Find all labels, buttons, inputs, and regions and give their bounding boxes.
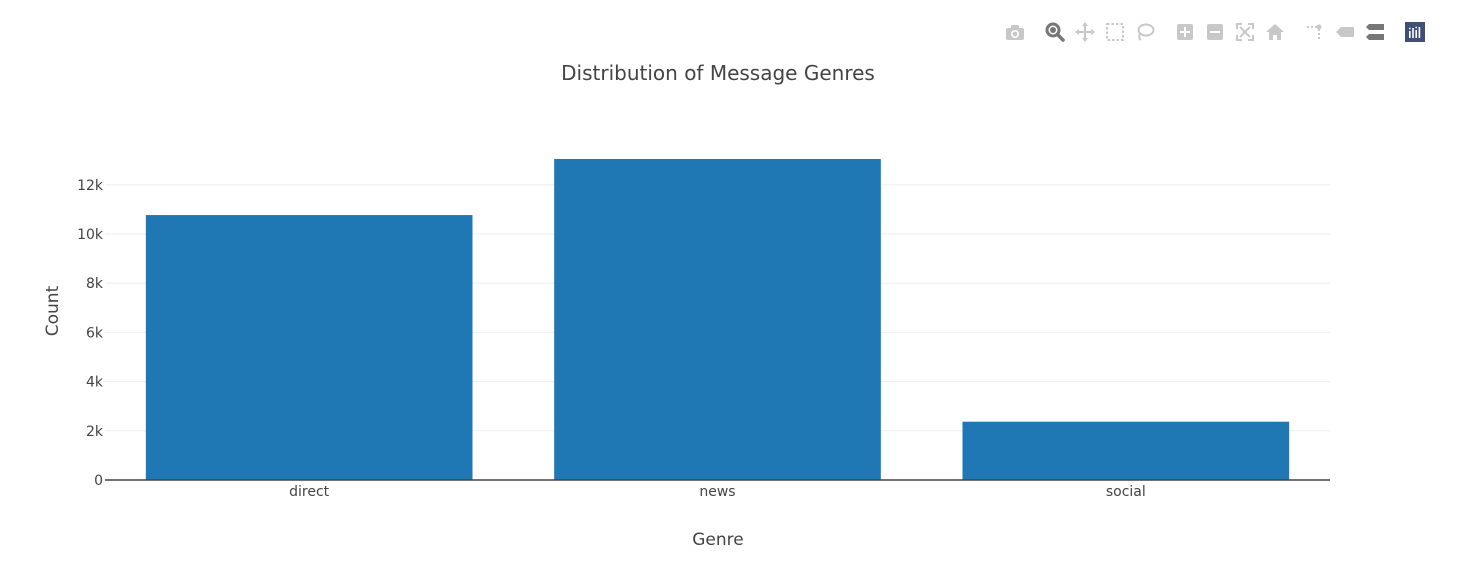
x-tick-label: direct	[289, 484, 330, 500]
bar-direct[interactable]	[145, 215, 473, 480]
zoom-in-icon[interactable]	[1170, 18, 1200, 46]
y-tick-label: 12k	[77, 178, 104, 194]
box-select-icon[interactable]	[1100, 18, 1130, 46]
x-tick-label: news	[699, 484, 735, 500]
x-axis-title: Genre	[692, 530, 743, 550]
y-tick-label: 0	[94, 473, 103, 489]
spike-lines-icon[interactable]	[1300, 18, 1330, 46]
y-axis-title: Count	[43, 285, 63, 336]
bar-social[interactable]	[962, 421, 1290, 480]
x-tick-labels: direct news social	[289, 484, 1146, 500]
modebar	[1000, 18, 1430, 46]
zoom-out-icon[interactable]	[1200, 18, 1230, 46]
reset-axes-icon[interactable]	[1260, 18, 1290, 46]
y-tick-label: 10k	[77, 227, 104, 243]
y-tick-label: 2k	[86, 424, 104, 440]
hover-closest-icon[interactable]	[1330, 18, 1360, 46]
autoscale-icon[interactable]	[1230, 18, 1260, 46]
lasso-select-icon[interactable]	[1130, 18, 1160, 46]
y-tick-label: 8k	[86, 276, 104, 292]
pan-icon[interactable]	[1070, 18, 1100, 46]
y-tick-labels: 0 2k 4k 6k 8k 10k 12k	[77, 178, 104, 489]
y-tick-label: 6k	[86, 325, 104, 341]
bars	[145, 158, 1290, 480]
camera-icon[interactable]	[1000, 18, 1030, 46]
chart-title: Distribution of Message Genres	[561, 61, 875, 85]
x-tick-label: social	[1106, 484, 1146, 500]
zoom-icon[interactable]	[1040, 18, 1070, 46]
hover-compare-icon[interactable]	[1360, 18, 1390, 46]
plotly-logo-icon[interactable]	[1400, 18, 1430, 46]
y-tick-label: 4k	[86, 375, 104, 391]
bar-news[interactable]	[554, 158, 881, 480]
